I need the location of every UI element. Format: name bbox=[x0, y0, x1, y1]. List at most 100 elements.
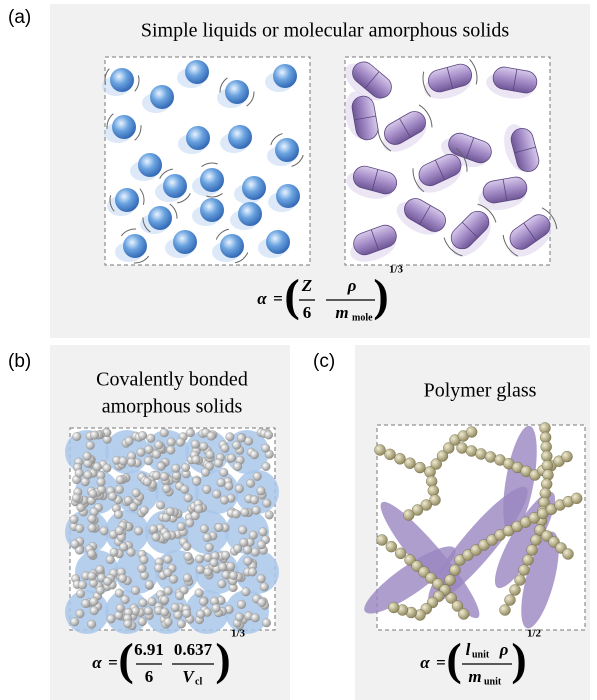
formula-term: V bbox=[182, 667, 195, 686]
atom bbox=[262, 462, 271, 471]
atom bbox=[181, 463, 190, 472]
atom bbox=[147, 434, 156, 443]
atom bbox=[83, 452, 92, 461]
bead bbox=[519, 565, 530, 576]
sphere bbox=[148, 206, 172, 230]
atom bbox=[119, 543, 128, 552]
atom bbox=[214, 459, 223, 468]
formula-term: Z bbox=[301, 276, 312, 295]
atom bbox=[177, 620, 186, 629]
sphere bbox=[110, 68, 134, 92]
atom bbox=[103, 577, 112, 586]
cluster bbox=[65, 590, 109, 634]
atom bbox=[257, 574, 266, 583]
atom bbox=[75, 469, 84, 478]
panel-label: (a) bbox=[8, 7, 31, 28]
sphere bbox=[276, 184, 300, 208]
atom bbox=[175, 591, 184, 600]
formula-alpha: α bbox=[92, 653, 102, 672]
bead bbox=[445, 575, 456, 586]
atom bbox=[171, 603, 180, 612]
atom bbox=[129, 503, 138, 512]
atom bbox=[232, 510, 241, 519]
formula-paren: ) bbox=[511, 634, 526, 685]
atom bbox=[88, 524, 97, 533]
atom bbox=[167, 446, 176, 455]
bead bbox=[386, 541, 397, 552]
sphere bbox=[123, 234, 147, 258]
atom bbox=[250, 450, 259, 459]
sphere bbox=[220, 234, 244, 258]
atom bbox=[76, 589, 85, 598]
atom bbox=[160, 472, 169, 481]
atom bbox=[176, 438, 185, 447]
atom bbox=[70, 515, 79, 524]
sphere bbox=[150, 85, 174, 109]
atom bbox=[200, 442, 209, 451]
atom bbox=[200, 525, 209, 534]
atom bbox=[163, 532, 172, 541]
atom bbox=[144, 607, 153, 616]
atom bbox=[226, 433, 235, 442]
atom bbox=[90, 431, 99, 440]
sphere bbox=[115, 188, 139, 212]
atom bbox=[263, 499, 272, 508]
atom bbox=[89, 489, 98, 498]
atom bbox=[180, 485, 189, 494]
bead bbox=[385, 449, 396, 460]
atom bbox=[108, 492, 117, 501]
formula-sub: mole bbox=[352, 312, 373, 323]
formula-paren: ) bbox=[215, 634, 230, 685]
atom bbox=[227, 562, 236, 571]
atom bbox=[207, 432, 216, 441]
atom bbox=[84, 471, 93, 480]
atom bbox=[195, 555, 204, 564]
atom bbox=[145, 580, 154, 589]
atom bbox=[154, 441, 163, 450]
sphere bbox=[112, 115, 136, 139]
bead bbox=[388, 602, 399, 613]
atom bbox=[75, 524, 84, 533]
atom bbox=[100, 527, 109, 536]
atom bbox=[152, 450, 161, 459]
atom bbox=[220, 496, 229, 505]
sphere bbox=[138, 153, 162, 177]
formula-paren: ( bbox=[446, 634, 461, 685]
atom bbox=[252, 506, 261, 515]
atom bbox=[138, 617, 147, 626]
atom bbox=[124, 620, 133, 629]
atom bbox=[232, 441, 241, 450]
atom bbox=[235, 613, 244, 622]
sphere bbox=[275, 138, 299, 162]
bead bbox=[505, 595, 516, 606]
atom bbox=[172, 464, 181, 473]
atom bbox=[265, 511, 274, 520]
bead bbox=[426, 476, 437, 487]
atom bbox=[164, 587, 173, 596]
bead bbox=[395, 548, 406, 559]
bead bbox=[466, 446, 477, 457]
atom bbox=[160, 608, 169, 617]
atom bbox=[184, 494, 193, 503]
formula-paren: ) bbox=[373, 270, 388, 321]
formula-exponent: 1/3 bbox=[389, 264, 404, 276]
panel-title: Simple liquids or molecular amorphous so… bbox=[141, 20, 510, 42]
atom bbox=[238, 526, 247, 535]
atom bbox=[164, 618, 173, 627]
atom bbox=[87, 620, 96, 629]
atom bbox=[227, 454, 236, 463]
atom bbox=[257, 487, 266, 496]
atom bbox=[140, 506, 149, 515]
atom bbox=[154, 564, 163, 573]
atom bbox=[212, 604, 221, 613]
formula-sub: unit bbox=[484, 676, 502, 687]
atom bbox=[134, 527, 143, 536]
atom bbox=[76, 609, 85, 618]
formula-term: 6 bbox=[145, 667, 154, 686]
atom bbox=[71, 540, 80, 549]
atom bbox=[97, 478, 106, 487]
figure: (a) Simple liquids or molecular amorphous… bbox=[0, 0, 597, 700]
atom bbox=[115, 589, 124, 598]
atom bbox=[132, 489, 141, 498]
atom bbox=[237, 600, 246, 609]
